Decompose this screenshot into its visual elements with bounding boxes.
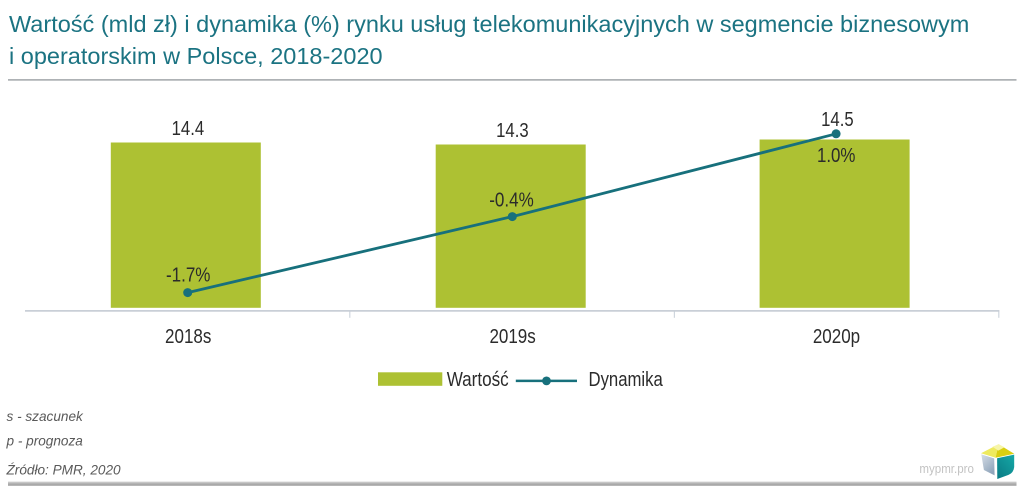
svg-text:Wartość: Wartość — [447, 369, 509, 391]
svg-text:Wartość (mld zł) i dynamika (%: Wartość (mld zł) i dynamika (%) rynku us… — [9, 11, 969, 37]
svg-text:Źródło: PMR, 2020: Źródło: PMR, 2020 — [6, 463, 122, 478]
svg-text:Dynamika: Dynamika — [589, 369, 664, 391]
svg-text:14.4: 14.4 — [172, 118, 205, 140]
svg-text:s - szacunek: s - szacunek — [7, 409, 85, 424]
svg-text:14.3: 14.3 — [496, 120, 529, 142]
svg-text:-1.7%: -1.7% — [166, 265, 211, 287]
svg-text:-0.4%: -0.4% — [489, 190, 534, 212]
svg-text:2019s: 2019s — [489, 326, 535, 348]
svg-text:2020p: 2020p — [813, 326, 860, 348]
svg-text:14.5: 14.5 — [821, 109, 854, 131]
svg-text:p - prognoza: p - prognoza — [6, 433, 84, 448]
svg-text:1.0%: 1.0% — [817, 145, 856, 167]
svg-text:i operatorskim w Polsce, 2018-: i operatorskim w Polsce, 2018-2020 — [9, 43, 383, 69]
svg-text:2018s: 2018s — [165, 326, 211, 348]
svg-text:mypmr.pro: mypmr.pro — [919, 461, 974, 476]
